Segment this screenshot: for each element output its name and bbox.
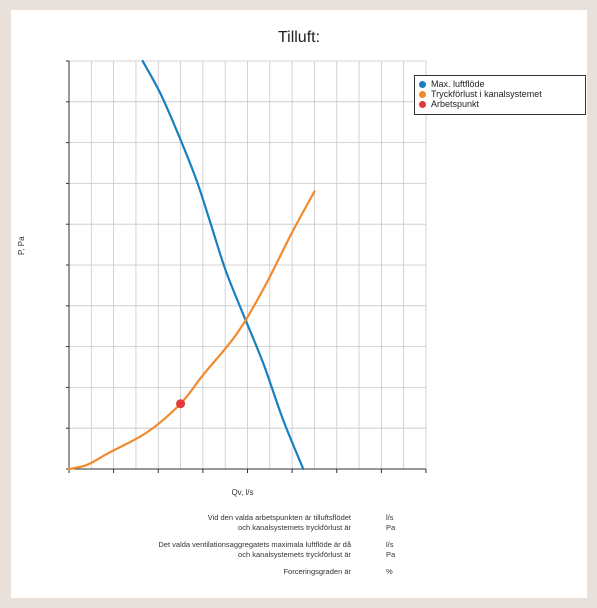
x-axis-label: Qv, l/s <box>231 488 254 497</box>
legend-marker-orange <box>419 90 426 98</box>
series-line-max-luftflode <box>141 59 305 471</box>
result-text: och kanalsystemets tryckförlust är <box>238 523 351 532</box>
chart-svg <box>66 59 427 473</box>
result-unit: l/s <box>386 513 394 522</box>
result-text: Det valda ventilationsaggregatets maxima… <box>158 540 351 549</box>
legend-label: Tryckförlust i kanalsystemet <box>431 89 542 99</box>
result-text: Forceringsgraden är <box>283 567 351 576</box>
result-row: och kanalsystemets tryckförlust är Pa <box>11 523 587 533</box>
points-layer <box>176 399 186 409</box>
axes-layer <box>66 60 427 473</box>
legend-marker-blue <box>419 80 426 88</box>
result-text: och kanalsystemets tryckförlust är <box>238 550 351 559</box>
legend: Max. luftflöde Tryckförlust i kanalsyste… <box>414 75 586 115</box>
result-row: Det valda ventilationsaggregatets maxima… <box>11 540 587 550</box>
result-unit: % <box>386 567 393 576</box>
chart-card: Tilluft: P, Pa Qv, l/s Max. luftflöde Tr… <box>11 10 587 598</box>
result-unit: Pa <box>386 523 396 532</box>
legend-label: Max. luftflöde <box>431 79 485 89</box>
legend-item-arbetspunkt: Arbetspunkt <box>419 99 581 109</box>
result-row: Vid den valda arbetspunkten är tilluftsf… <box>11 513 587 523</box>
result-row: och kanalsystemets tryckförlust är Pa <box>11 550 587 560</box>
working-point-marker <box>176 399 186 409</box>
chart-title: Tilluft: <box>277 29 321 46</box>
series-layer <box>67 59 316 471</box>
legend-item-tryckforlust: Tryckförlust i kanalsystemet <box>419 89 581 99</box>
legend-item-max-luftflode: Max. luftflöde <box>419 79 581 89</box>
series-line-tryckforlust <box>67 190 316 471</box>
result-unit: Pa <box>386 550 396 559</box>
result-text: Vid den valda arbetspunkten är tilluftsf… <box>207 513 351 522</box>
grid-layer <box>69 60 427 469</box>
result-row: Forceringsgraden är % <box>11 567 587 577</box>
result-unit: l/s <box>386 540 394 549</box>
legend-label: Arbetspunkt <box>431 99 480 109</box>
legend-marker-red <box>419 100 426 108</box>
y-axis-label: P, Pa <box>17 236 26 255</box>
